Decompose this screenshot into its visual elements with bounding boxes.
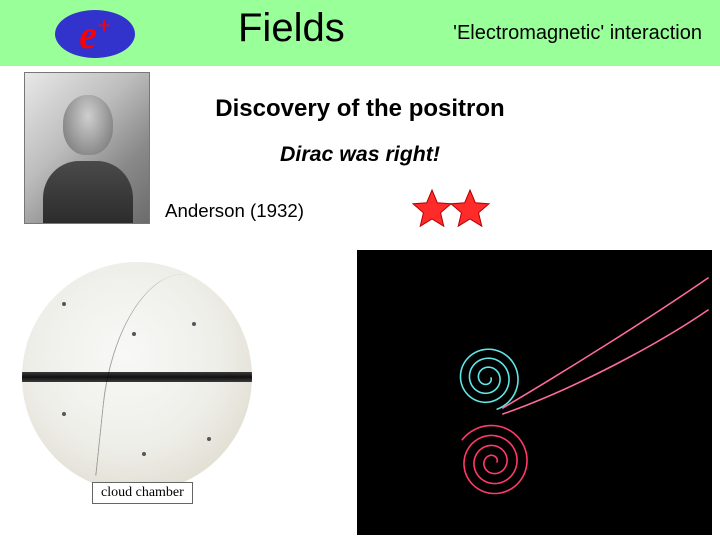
header-subtitle: 'Electromagnetic' interaction [453,22,702,45]
portrait-caption: Anderson (1932) [165,200,304,222]
cloud-chamber-label: cloud chamber [92,482,193,504]
page-title: Fields [238,6,345,51]
portrait-photo [24,72,150,224]
spiral-tracks-figure [357,250,712,535]
particle-badge: e+ [55,10,135,58]
star-icons [410,188,486,237]
cloud-chamber-figure: cloud chamber [22,262,272,512]
